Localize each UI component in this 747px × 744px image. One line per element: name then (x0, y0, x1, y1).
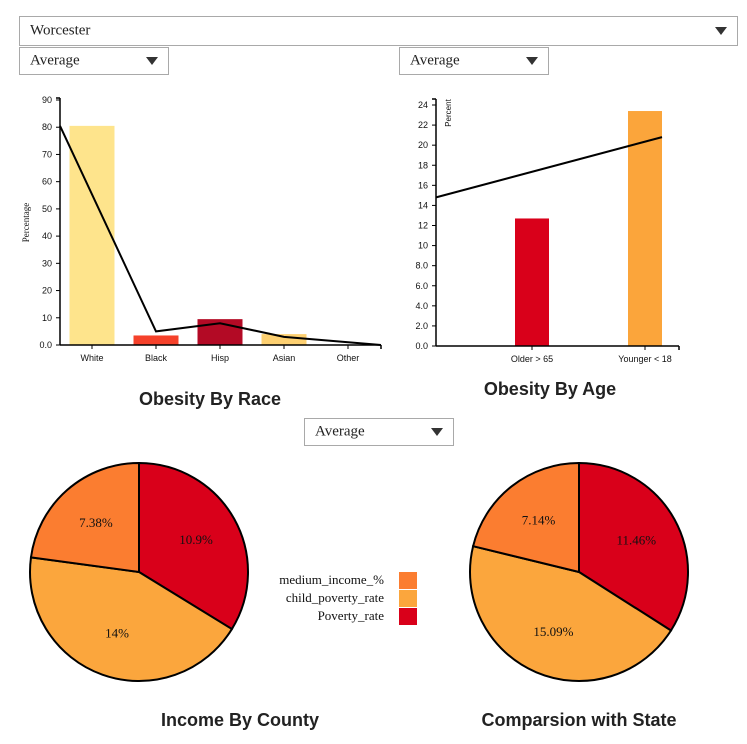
legend-swatch (399, 572, 417, 589)
income-select-value: Average (315, 423, 365, 440)
age-select[interactable]: Average (399, 47, 549, 75)
race-x-tick-label: Hisp (211, 353, 229, 363)
income-slice-poverty-rate (138, 461, 249, 631)
obesity-by-race-chart: 0.0 10 20 30 40 50 60 70 80 90 White Black Hisp Asian… (21, 95, 382, 363)
race-x-tick-label: Other (337, 353, 360, 363)
county-select[interactable]: Worcester (19, 16, 738, 46)
state-slice-label: 11.46% (617, 533, 657, 548)
bar-black (133, 335, 179, 345)
income-slice-label: 7.38% (79, 515, 113, 530)
age-y-tick-label: 12 (418, 221, 428, 231)
chevron-down-icon (431, 428, 443, 436)
state-slice-child-poverty-rate (469, 544, 673, 682)
state-slice-label: 7.14% (522, 513, 556, 528)
race-y-tick-label: 0.0 (39, 340, 52, 350)
state-slice-medium-income-- (471, 461, 580, 574)
age-y-tick-label: 14 (418, 200, 428, 210)
legend-label: child_poverty_rate (286, 590, 384, 605)
age-trend-line (435, 136, 663, 199)
age-y-tick-label: 18 (418, 160, 428, 170)
income-slice-label: 10.9% (179, 532, 213, 547)
race-chart-title: Obesity By Race (138, 389, 282, 409)
state-chart-title: Comparsion with State (481, 710, 677, 730)
age-y-tick-label: 2.0 (415, 321, 428, 331)
obesity-by-age-chart: 0.0 2.0 4.0 6.0 8.0 10 12 14 16 18 20 22 24 Older > 6… (415, 98, 680, 364)
income-slice-label: 14% (105, 626, 129, 641)
age-y-tick-label: 24 (418, 100, 428, 110)
income-pie-area: 10.9% 14% 7.38% 11.46% 15.09% 7.14% medium_inc… (29, 461, 689, 682)
age-x-tick-label: Older > 65 (511, 354, 553, 364)
race-y-tick-label: 40 (42, 231, 52, 241)
bar-older (515, 218, 549, 346)
age-y-axis-label: Percent (444, 98, 453, 126)
age-y-tick-label: 20 (418, 140, 428, 150)
age-y-tick-label: 16 (418, 180, 428, 190)
race-select-value: Average (30, 52, 80, 69)
chevron-down-icon (146, 57, 158, 65)
income-slice-child-poverty-rate (29, 556, 234, 682)
legend-swatch (399, 590, 417, 607)
race-select[interactable]: Average (19, 47, 169, 75)
race-x-tick-label: White (80, 353, 103, 363)
age-y-tick-label: 4.0 (415, 301, 428, 311)
chevron-down-icon (715, 27, 727, 35)
legend-label: medium_income_% (279, 572, 384, 587)
bar-younger (628, 111, 662, 347)
race-y-tick-label: 10 (42, 313, 52, 323)
race-x-tick-label: Black (145, 353, 168, 363)
race-y-tick-label: 50 (42, 204, 52, 214)
state-slice-label: 15.09% (533, 624, 573, 639)
age-y-tick-label: 6.0 (415, 281, 428, 291)
race-y-tick-label: 20 (42, 286, 52, 296)
legend-label: Poverty_rate (318, 608, 385, 623)
race-y-axis-label: Percentage (21, 203, 31, 242)
income-select[interactable]: Average (304, 418, 454, 446)
bar-asian (261, 334, 307, 345)
race-y-tick-label: 80 (42, 122, 52, 132)
county-select-value: Worcester (30, 22, 91, 39)
race-y-tick-label: 70 (42, 149, 52, 159)
race-y-tick-label: 90 (42, 95, 52, 105)
race-y-tick-label: 30 (42, 258, 52, 268)
age-select-value: Average (410, 52, 460, 69)
age-y-tick-label: 22 (418, 120, 428, 130)
age-chart-title: Obesity By Age (483, 379, 617, 399)
age-y-tick-label: 10 (418, 241, 428, 251)
legend-swatch (399, 608, 417, 625)
race-y-tick-label: 60 (42, 177, 52, 187)
age-y-tick-label: 8.0 (415, 261, 428, 271)
race-x-tick-label: Asian (273, 353, 296, 363)
race-trend-line (59, 125, 382, 346)
income-slice-medium-income-- (29, 461, 140, 574)
age-x-tick-label: Younger < 18 (618, 354, 671, 364)
chevron-down-icon (526, 57, 538, 65)
age-y-tick-label: 0.0 (415, 341, 428, 351)
income-chart-title: Income By County (160, 710, 320, 730)
